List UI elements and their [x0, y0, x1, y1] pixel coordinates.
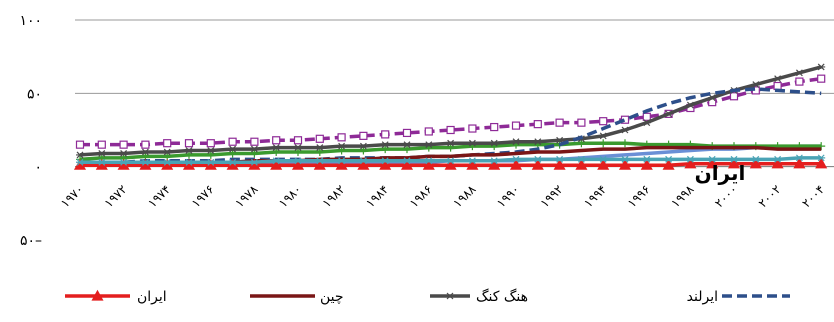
- marker: [251, 138, 258, 145]
- marker: [491, 124, 498, 131]
- y-tick-label: ٠: [34, 160, 42, 176]
- marker: [142, 141, 149, 148]
- y-tick-label: ١٠٠: [19, 13, 42, 29]
- legend-label: ایرلند: [687, 289, 718, 305]
- marker: [447, 127, 454, 134]
- marker: [186, 140, 193, 147]
- y-tick-label: ۵٠: [27, 86, 42, 102]
- marker: [273, 137, 280, 144]
- marker: [229, 138, 236, 145]
- legend-label: هنگ کنگ: [476, 288, 528, 305]
- marker: [164, 140, 171, 147]
- y-tick-label: ۵٠–: [20, 233, 42, 249]
- annotation: ایران: [695, 161, 746, 185]
- x-tick-label: ١٩٨٠: [276, 182, 304, 210]
- marker: [360, 132, 367, 139]
- marker: [513, 122, 520, 129]
- x-tick-label: ١٩٨٢: [320, 182, 348, 210]
- marker: [404, 129, 411, 136]
- x-tick-label: ١٩٧۶: [189, 182, 217, 210]
- legend-label: ایران: [137, 289, 167, 305]
- marker: [621, 139, 629, 147]
- marker: [600, 118, 607, 125]
- x-tick-label: ١٩٨٨: [450, 182, 479, 211]
- x-tick-label: ١٩٨۴: [363, 182, 391, 210]
- x-tick-label: ١٩٧٨: [232, 182, 261, 211]
- marker: [796, 78, 803, 85]
- marker: [77, 141, 84, 148]
- marker: [643, 113, 650, 120]
- marker: [818, 75, 825, 82]
- marker: [425, 128, 432, 135]
- x-tick-label: ١٩٩۶: [625, 182, 653, 210]
- marker: [295, 137, 302, 144]
- x-tick-label: ١٩٧٢: [102, 182, 130, 210]
- x-tick-label: ١٩٩۴: [581, 182, 609, 210]
- x-tick-label: ١٩٨۶: [407, 182, 435, 210]
- marker: [774, 76, 782, 82]
- marker: [578, 119, 585, 126]
- legend-item: ایرلند: [687, 289, 790, 305]
- marker: [774, 83, 781, 90]
- marker: [621, 127, 629, 133]
- x-tick-label: ٢٠٠۴: [799, 182, 827, 210]
- marker: [599, 133, 607, 139]
- legend-item: ایران: [65, 289, 167, 305]
- marker: [98, 141, 105, 148]
- series-line: [80, 79, 821, 145]
- marker: [469, 125, 476, 132]
- marker: [795, 70, 803, 76]
- marker: [382, 131, 389, 138]
- x-tick-label: ١٩٩٠: [494, 182, 522, 210]
- marker: [446, 293, 454, 299]
- series: [77, 75, 825, 148]
- legend-label: چین: [320, 289, 344, 305]
- x-tick-label: ١٩٩٢: [538, 182, 566, 210]
- legend-item: هنگ کنگ: [430, 288, 528, 305]
- marker: [556, 119, 563, 126]
- chart: ١٠٠ ۵٠ ٠ ۵٠– ١٩٧٠ ١٩٧٢ ١٩٧۴ ١٩٧۶ ١٩٧٨ ١٩٨٠ ١٩٨٢ ١٩٨…: [0, 0, 834, 322]
- x-tick-label: ١٩٧۴: [145, 182, 173, 210]
- x-tick-label: ١٩٧٠: [58, 182, 86, 210]
- marker: [207, 140, 214, 147]
- marker: [817, 64, 825, 70]
- x-tick-label: ٢٠٠٠: [712, 182, 740, 210]
- legend-item: چین: [250, 289, 344, 305]
- marker: [534, 121, 541, 128]
- x-tick-label: ٢٠٠٢: [756, 182, 784, 210]
- marker: [120, 141, 127, 148]
- marker: [338, 134, 345, 141]
- x-tick-label: ١٩٩٨: [668, 182, 697, 211]
- marker: [731, 93, 738, 100]
- marker: [599, 139, 607, 147]
- marker: [316, 135, 323, 142]
